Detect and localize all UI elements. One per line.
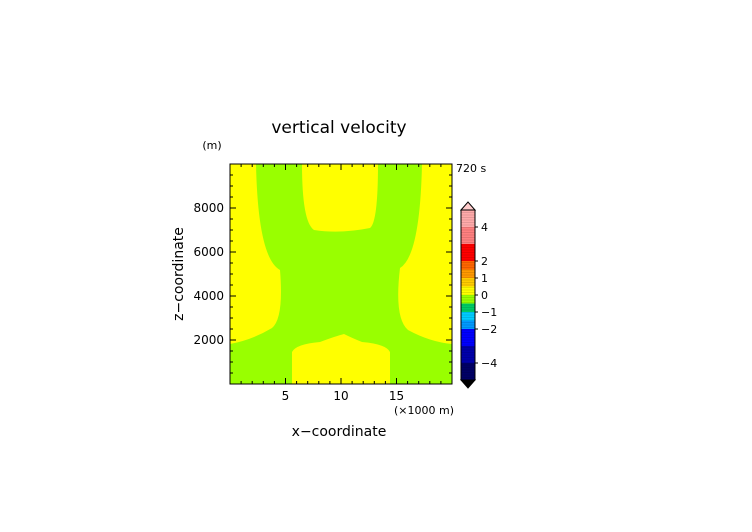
colorbar: 4 2 1 0 −1 −2 −4: [459, 201, 497, 389]
positive-region-top: [302, 164, 378, 232]
x-axis: 5 10 15: [240, 164, 442, 403]
colorbar-over-triangle: [459, 201, 477, 211]
positive-region-left: [230, 164, 281, 344]
colorbar-level: [461, 210, 475, 227]
x-tick-label: 10: [333, 389, 348, 403]
colorbar-level: [461, 286, 475, 295]
colorbar-level: [461, 312, 475, 321]
colorbar-label: −4: [481, 357, 497, 370]
y-tick-label: 8000: [193, 201, 224, 215]
colorbar-under-triangle: [459, 379, 477, 389]
x-unit-label: (×1000 m): [394, 404, 454, 417]
colorbar-label: −2: [481, 323, 497, 336]
x-tick-label: 15: [389, 389, 404, 403]
y-axis-label: z−coordinate: [171, 227, 187, 321]
y-tick-label: 6000: [193, 245, 224, 259]
colorbar-level: [461, 363, 475, 380]
x-axis-label: x−coordinate: [292, 424, 387, 440]
colorbar-level: [461, 320, 475, 329]
y-tick-label: 2000: [193, 333, 224, 347]
colorbar-level: [461, 261, 475, 270]
colorbar-level: [461, 278, 475, 287]
positive-region-bottom: [292, 334, 390, 384]
time-label: 720 s: [456, 162, 486, 175]
positive-region-right: [398, 164, 452, 344]
colorbar-level: [461, 303, 475, 312]
colorbar-label: 0: [481, 289, 488, 302]
colorbar-label: 2: [481, 255, 488, 268]
y-axis: 2000 4000 6000 8000: [193, 174, 452, 374]
colorbar-label: 4: [481, 221, 488, 234]
colorbar-level: [461, 227, 475, 244]
colorbar-level: [461, 295, 475, 304]
y-unit-label: (m): [202, 139, 221, 152]
colorbar-level: [461, 329, 475, 346]
colorbar-level: [461, 244, 475, 261]
y-tick-label: 4000: [193, 289, 224, 303]
contour-field: [229, 163, 453, 385]
x-tick-label: 5: [282, 389, 290, 403]
colorbar-level: [461, 269, 475, 278]
colorbar-level: [461, 346, 475, 363]
colorbar-label: 1: [481, 272, 488, 285]
chart-title: vertical velocity: [271, 118, 406, 138]
colorbar-label: −1: [481, 306, 497, 319]
